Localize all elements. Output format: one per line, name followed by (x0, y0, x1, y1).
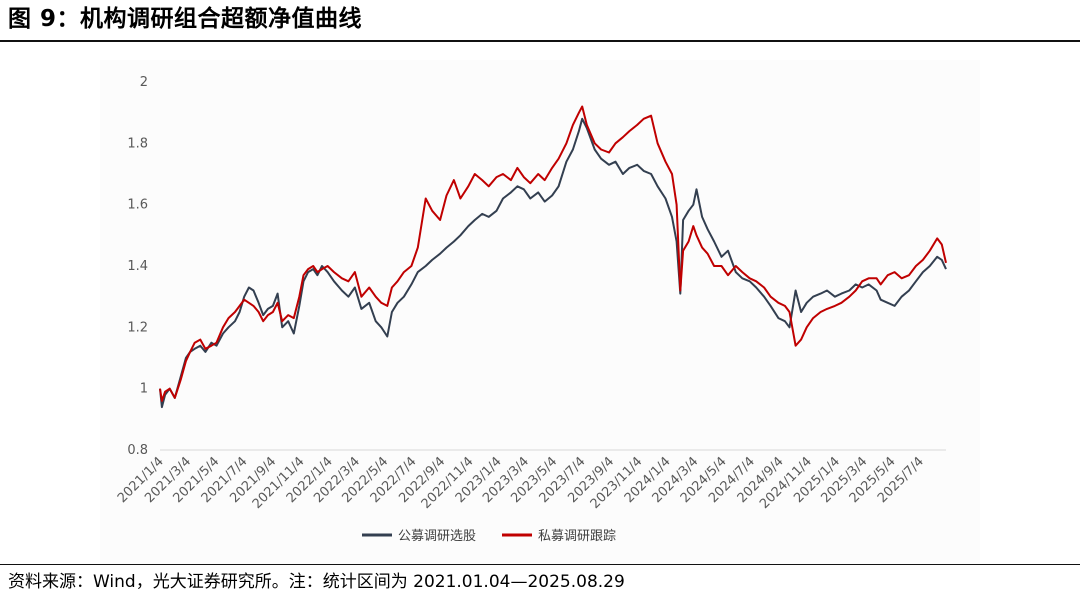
y-tick-label: 1.2 (127, 320, 148, 335)
y-tick-label: 1.8 (127, 136, 148, 151)
figure-title: 图 9：机构调研组合超额净值曲线 (8, 6, 363, 32)
y-tick-label: 1.4 (127, 259, 148, 274)
legend-label-1: 公募调研选股 (398, 529, 476, 544)
chart-background (100, 60, 980, 570)
y-tick-label: 1.6 (127, 198, 148, 213)
y-tick-label: 2 (140, 75, 148, 90)
source-note: 资料来源：Wind，光大证券研究所。注：统计区间为 2021.01.04—202… (8, 572, 625, 592)
title-rule (0, 40, 1080, 42)
series-line-1 (159, 117, 947, 409)
series-line-2 (159, 105, 947, 402)
y-tick-label: 1 (140, 382, 148, 397)
y-tick-label: 0.8 (127, 443, 148, 458)
legend-label-2: 私募调研跟踪 (538, 529, 616, 544)
source-rule (0, 564, 1080, 565)
